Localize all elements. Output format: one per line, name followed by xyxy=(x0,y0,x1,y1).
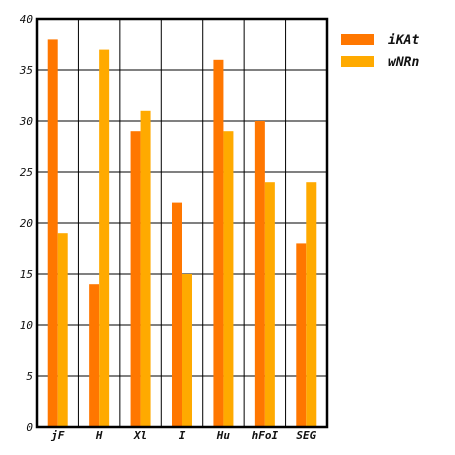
y-axis-ticks: 0 5 10 15 20 25 30 35 40 xyxy=(19,13,34,434)
y-tick-label: 10 xyxy=(20,319,34,332)
x-tick-label: hFoI xyxy=(252,429,279,442)
x-tick-label: I xyxy=(179,429,186,442)
y-tick-label: 40 xyxy=(20,13,34,26)
y-tick-label: 30 xyxy=(19,115,34,128)
x-tick-label: SEG xyxy=(296,429,316,442)
x-tick-label: jF xyxy=(50,429,65,442)
bar-iKAt-hFoI xyxy=(255,121,265,427)
y-tick-label: 20 xyxy=(20,217,34,230)
y-tick-label: 35 xyxy=(19,64,33,77)
legend-swatch xyxy=(341,34,374,45)
bar-wNRn-jF xyxy=(58,233,68,427)
legend-label: wNRn xyxy=(388,55,419,70)
x-tick-label: Hu xyxy=(216,429,231,442)
legend-swatch xyxy=(341,56,374,67)
bar-iKAt-jF xyxy=(48,39,58,427)
bars xyxy=(48,39,317,427)
legend: iKAt wNRn xyxy=(341,33,419,70)
y-tick-label: 15 xyxy=(20,268,33,281)
x-tick-label: Xl xyxy=(133,429,147,442)
y-tick-label: 5 xyxy=(26,370,33,383)
bar-iKAt-Hu xyxy=(213,60,223,427)
y-tick-label: 25 xyxy=(20,166,33,179)
bar-wNRn-H xyxy=(99,50,109,427)
bar-wNRn-hFoI xyxy=(265,182,275,427)
legend-label: iKAt xyxy=(388,33,419,48)
bar-iKAt-Xl xyxy=(131,131,141,427)
bar-iKAt-I xyxy=(172,203,182,427)
bar-wNRn-SEG xyxy=(306,182,316,427)
bar-wNRn-Hu xyxy=(223,131,233,427)
x-tick-label: H xyxy=(95,429,103,442)
bar-wNRn-I xyxy=(182,274,192,427)
bar-iKAt-H xyxy=(89,284,99,427)
bar-iKAt-SEG xyxy=(296,243,306,427)
y-tick-label: 0 xyxy=(26,421,33,434)
x-axis-ticks: jF H Xl I Hu hFoI SEG xyxy=(50,429,317,442)
bar-wNRn-Xl xyxy=(141,111,151,427)
